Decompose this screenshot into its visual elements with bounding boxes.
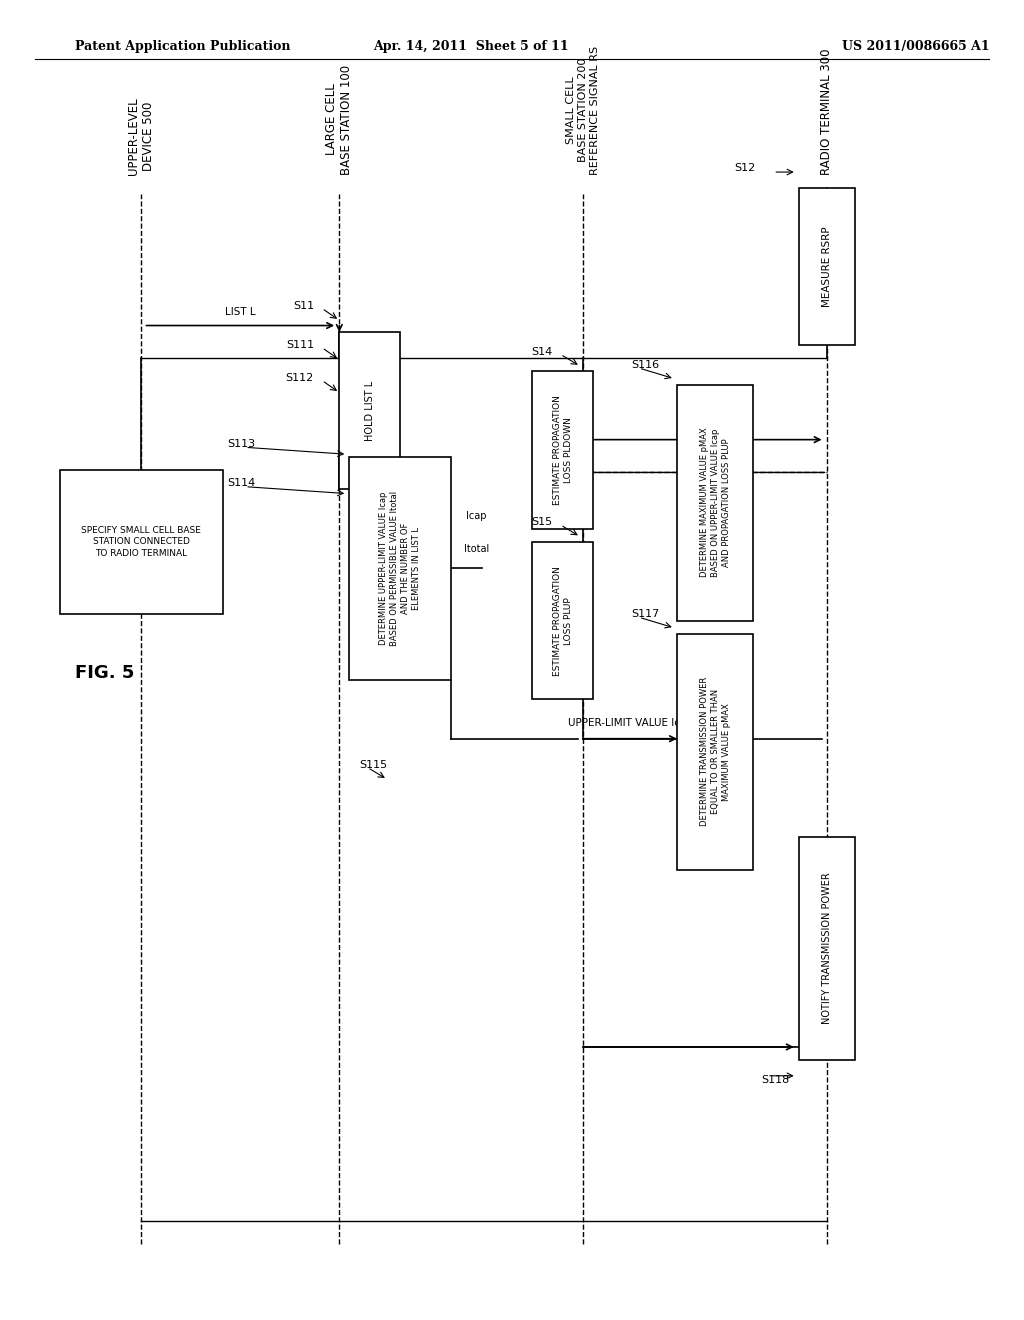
Text: LARGE CELL
BASE STATION 100: LARGE CELL BASE STATION 100	[326, 65, 353, 174]
Text: Icap: Icap	[466, 511, 486, 520]
Bar	[799, 187, 855, 346]
Text: S13: S13	[531, 401, 553, 412]
Text: S118: S118	[761, 1074, 790, 1085]
Bar	[532, 543, 593, 700]
Text: RSRP: RSRP	[690, 418, 720, 429]
Text: S113: S113	[227, 438, 256, 449]
Text: DETERMINE MAXIMUM VALUE pMAX
BASED ON UPPER-LIMIT VALUE Icap
AND PROPAGATION LOS: DETERMINE MAXIMUM VALUE pMAX BASED ON UP…	[699, 428, 731, 577]
Text: S114: S114	[227, 478, 256, 488]
Bar	[799, 837, 855, 1060]
Bar	[339, 333, 400, 490]
Bar	[677, 384, 754, 620]
Text: S14: S14	[531, 347, 553, 356]
Text: RADIO TERMINAL 300: RADIO TERMINAL 300	[820, 49, 834, 174]
Text: MEASURE RSRP: MEASURE RSRP	[822, 226, 831, 306]
Text: SMALL CELL
BASE STATION 200
REFERENCE SIGNAL RS: SMALL CELL BASE STATION 200 REFERENCE SI…	[566, 46, 600, 174]
Text: S11: S11	[293, 301, 314, 310]
Text: US 2011/0086665 A1: US 2011/0086665 A1	[842, 40, 989, 53]
Text: S112: S112	[286, 374, 314, 383]
Text: FIG. 5: FIG. 5	[75, 664, 134, 682]
Bar	[349, 457, 451, 680]
Text: Apr. 14, 2011  Sheet 5 of 11: Apr. 14, 2011 Sheet 5 of 11	[374, 40, 569, 53]
Text: DETERMINE TRANSMISSION POWER
EQUAL TO OR SMALLER THAN
MAXIMUM VALUE pMAX: DETERMINE TRANSMISSION POWER EQUAL TO OR…	[699, 677, 731, 826]
Text: ESTIMATE PROPAGATION
LOSS PLDOWN: ESTIMATE PROPAGATION LOSS PLDOWN	[553, 395, 572, 506]
Bar	[532, 371, 593, 529]
Text: SPECIFY SMALL CELL BASE
STATION CONNECTED
TO RADIO TERMINAL: SPECIFY SMALL CELL BASE STATION CONNECTE…	[81, 527, 202, 557]
Text: S15: S15	[531, 517, 553, 527]
Text: UPPER-LIMIT VALUE Icap: UPPER-LIMIT VALUE Icap	[567, 718, 692, 727]
Text: DETERMINE UPPER-LIMIT VALUE Icap
BASED ON PERMISSIBLE VALUE Itotal
AND THE NUMBE: DETERMINE UPPER-LIMIT VALUE Icap BASED O…	[379, 491, 422, 645]
Text: S111: S111	[286, 341, 314, 350]
Text: NOTIFY TRANSMISSION POWER: NOTIFY TRANSMISSION POWER	[822, 873, 831, 1024]
Text: LIST L: LIST L	[225, 308, 256, 317]
Bar	[677, 634, 754, 870]
Text: S12: S12	[734, 164, 756, 173]
Text: S115: S115	[359, 760, 388, 770]
Text: UPPER-LEVEL
DEVICE 500: UPPER-LEVEL DEVICE 500	[127, 98, 156, 174]
Text: HOLD LIST L: HOLD LIST L	[365, 380, 375, 441]
Text: ESTIMATE PROPAGATION
LOSS PLUP: ESTIMATE PROPAGATION LOSS PLUP	[553, 566, 572, 676]
Text: Patent Application Publication: Patent Application Publication	[75, 40, 291, 53]
Bar	[60, 470, 222, 614]
Text: S117: S117	[632, 609, 659, 619]
Text: Itotal: Itotal	[464, 544, 489, 553]
Text: S116: S116	[632, 360, 659, 370]
